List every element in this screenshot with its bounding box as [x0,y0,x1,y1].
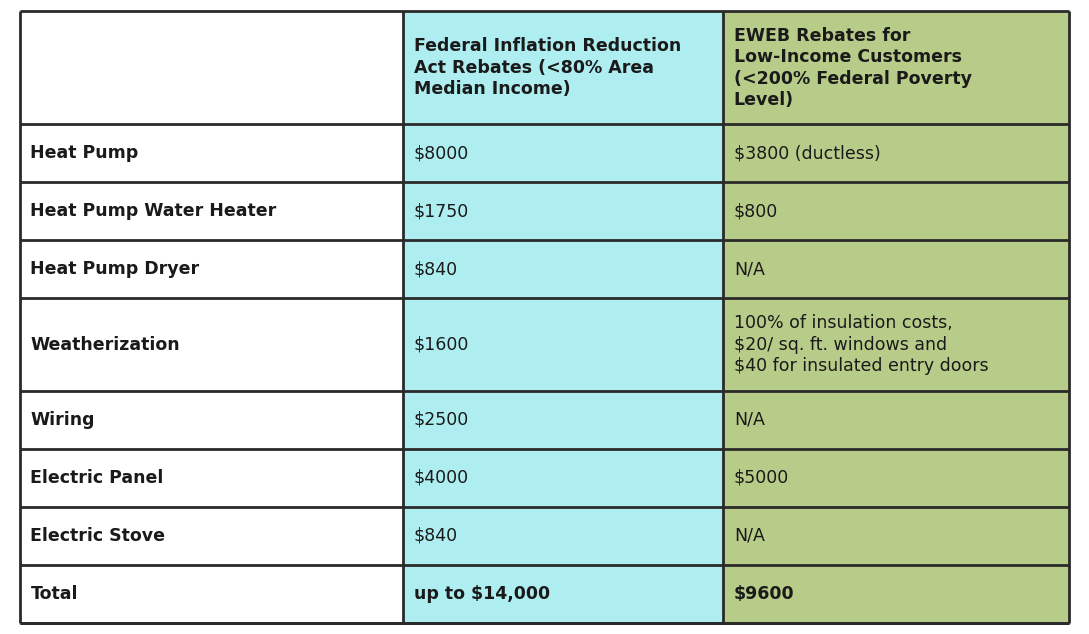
Bar [20,124,403,183]
Bar [20,298,403,391]
Bar [20,507,403,565]
Text: 100% of insulation costs,
$20/ sq. ft. windows and
$40 for insulated entry doors: 100% of insulation costs, $20/ sq. ft. w… [734,314,989,375]
Text: EWEB Rebates for
Low-Income Customers
(<200% Federal Poverty
Level): EWEB Rebates for Low-Income Customers (<… [734,27,971,109]
Text: Weatherization: Weatherization [30,335,180,354]
Bar [723,124,1069,183]
Bar [723,565,1069,623]
Text: N/A: N/A [734,527,764,545]
Bar [20,11,403,124]
Text: Heat Pump Water Heater: Heat Pump Water Heater [30,202,277,221]
Text: Electric Panel: Electric Panel [30,469,163,487]
Text: $840: $840 [414,261,457,278]
Text: N/A: N/A [734,411,764,429]
Text: $3800 (ductless): $3800 (ductless) [734,145,881,162]
Text: $2500: $2500 [414,411,469,429]
Text: $8000: $8000 [414,145,469,162]
Text: Heat Pump: Heat Pump [30,145,138,162]
Bar [403,183,723,240]
Text: $800: $800 [734,202,779,221]
Bar [723,11,1069,124]
Text: $1600: $1600 [414,335,469,354]
Text: $1750: $1750 [414,202,469,221]
Text: up to $14,000: up to $14,000 [414,585,550,603]
Bar [403,391,723,449]
Bar [403,298,723,391]
Text: Federal Inflation Reduction
Act Rebates (<80% Area
Median Income): Federal Inflation Reduction Act Rebates … [414,37,681,98]
Bar [20,240,403,298]
Bar [723,298,1069,391]
Bar [20,449,403,507]
Bar [403,11,723,124]
Bar [403,449,723,507]
Text: $5000: $5000 [734,469,790,487]
Text: $4000: $4000 [414,469,468,487]
Bar [723,240,1069,298]
Bar [723,391,1069,449]
Text: N/A: N/A [734,261,764,278]
Bar [20,391,403,449]
Text: $840: $840 [414,527,457,545]
Text: $9600: $9600 [734,585,795,603]
Bar [723,507,1069,565]
Text: Heat Pump Dryer: Heat Pump Dryer [30,261,199,278]
Bar [403,507,723,565]
Bar [723,449,1069,507]
Bar [403,565,723,623]
Bar [20,183,403,240]
Bar [20,565,403,623]
Text: Electric Stove: Electric Stove [30,527,166,545]
Bar [723,183,1069,240]
Text: Wiring: Wiring [30,411,95,429]
Text: Total: Total [30,585,78,603]
Bar [403,124,723,183]
Bar [403,240,723,298]
